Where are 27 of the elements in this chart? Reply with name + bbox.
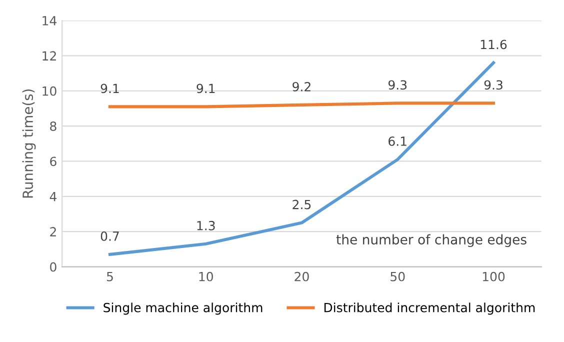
y-tick-label: 0 (50, 262, 56, 272)
x-tick-label: 5 (106, 272, 113, 282)
y-tick-label: 4 (50, 192, 56, 202)
data-label: 0.7 (100, 231, 119, 241)
x-tick-label: 100 (482, 272, 505, 282)
x-tick-label: 20 (294, 272, 309, 282)
y-axis-title: Running time(s) (22, 89, 36, 198)
data-label: 6.1 (388, 136, 406, 146)
data-label: 2.5 (292, 200, 311, 210)
data-label: 11.6 (480, 40, 507, 50)
y-tick-label: 12 (42, 51, 56, 60)
data-label: 9.2 (292, 82, 310, 92)
y-tick-label: 14 (42, 16, 56, 26)
data-label: 9.3 (388, 80, 407, 90)
data-label: 1.3 (197, 220, 215, 230)
x-tick-label: 10 (199, 272, 213, 282)
y-tick-label: 2 (50, 227, 56, 236)
legend-label: Single machine algorithm (104, 302, 262, 315)
x-tick-label: 50 (390, 272, 405, 282)
y-tick-label: 6 (50, 156, 56, 166)
data-label: 9.1 (196, 84, 215, 94)
legend-label: Distributed incremental algorithm (324, 302, 535, 315)
y-tick-label: 10 (42, 86, 56, 96)
data-label: 9.3 (484, 80, 502, 90)
data-label: 9.1 (100, 84, 119, 94)
x-axis-title: the number of change edges (336, 234, 526, 248)
y-tick-label: 8 (50, 122, 56, 131)
